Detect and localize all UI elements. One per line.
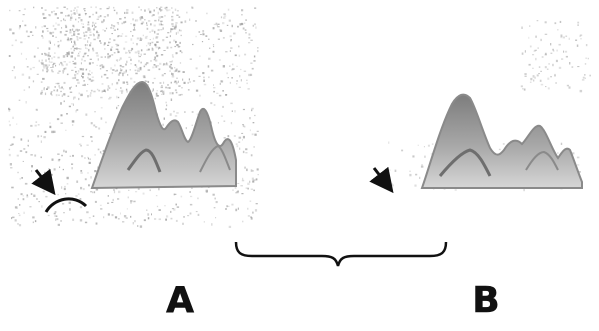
curly-brace xyxy=(234,241,448,267)
arc-feature-a xyxy=(44,197,88,213)
arrow-down-right-icon xyxy=(31,168,56,196)
spectral-waveform-b xyxy=(420,93,583,189)
panel-label-b: B xyxy=(472,280,500,321)
arrow-down-right-icon xyxy=(369,166,394,194)
spectral-waveform-a xyxy=(90,80,237,190)
panel-label-a: A xyxy=(166,280,194,321)
